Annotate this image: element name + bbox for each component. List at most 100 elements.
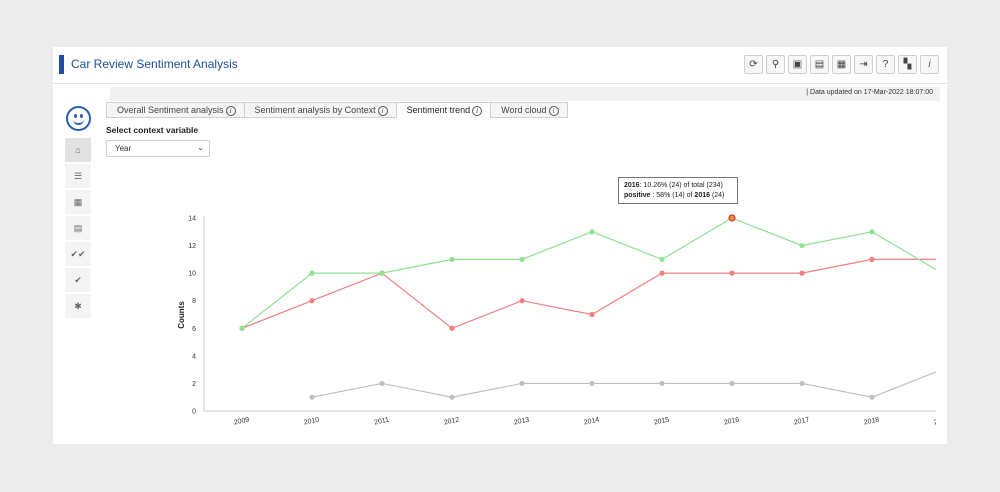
x-tick-label: 2013 xyxy=(513,416,530,426)
x-tick-label: 2018 xyxy=(863,416,880,426)
data-point-neutral xyxy=(659,380,665,387)
data-point-negative xyxy=(799,270,805,276)
data-point-positive xyxy=(589,229,595,235)
x-tick-label: 2012 xyxy=(443,416,460,426)
data-point-positive xyxy=(519,256,525,262)
main-panel: Car Review Sentiment Analysis ⟳ ⚲ ▣ ▤ ▦ … xyxy=(53,47,947,444)
data-point-negative xyxy=(519,298,525,304)
y-tick-label: 0 xyxy=(192,409,196,416)
sidebar: ⌂ ☰ ▦ ▤ ✔✔ ✔ ✱ xyxy=(65,138,91,320)
home-icon[interactable]: ⌂ xyxy=(65,138,91,162)
trend-chart: 0 2 4 6 8 10 12 14 2009 2010 2011 2012 2013 2014 2015 2… xyxy=(177,214,936,427)
data-point-negative xyxy=(309,298,315,304)
tooltip-share: : 58% (14) of xyxy=(650,192,695,199)
tab-bar: Overall Sentiment analysis i Sentiment an… xyxy=(106,102,568,118)
save-icon[interactable]: ▣ xyxy=(788,55,807,74)
y-tick-label: 4 xyxy=(192,353,196,360)
info-icon: i xyxy=(472,106,483,116)
data-point-negative xyxy=(729,270,735,276)
info-icon: i xyxy=(225,106,236,116)
status-updated: | Data updated on 17-Mar-2022 18:07:00 xyxy=(806,89,933,96)
data-point-neutral xyxy=(869,394,875,400)
x-tick-label: 2016 xyxy=(723,416,740,426)
app-header: Car Review Sentiment Analysis ⟳ ⚲ ▣ ▤ ▦ … xyxy=(53,47,947,84)
info-icon: i xyxy=(377,106,388,116)
x-tick-label: 2017 xyxy=(793,416,810,426)
app-title: Car Review Sentiment Analysis xyxy=(71,57,238,71)
data-point-negative xyxy=(659,270,665,276)
x-tick-label: 2011 xyxy=(374,417,390,427)
x-tick-label: 2019 xyxy=(933,416,936,426)
double-check-icon[interactable]: ✔✔ xyxy=(65,242,91,266)
tab-label: Sentiment trend xyxy=(406,105,471,115)
y-tick-label: 10 xyxy=(188,271,196,278)
tooltip-count: (24) xyxy=(710,192,725,199)
data-point-negative xyxy=(589,311,595,318)
data-point-neutral xyxy=(379,380,385,387)
title-accent xyxy=(59,55,64,74)
x-tick-label: 2010 xyxy=(303,416,320,426)
tooltip-year-2: 2016 xyxy=(694,192,710,199)
gear-icon[interactable]: ✱ xyxy=(65,294,91,318)
data-point-positive xyxy=(659,256,665,262)
grid-icon[interactable]: ▤ xyxy=(65,216,91,240)
refresh-icon[interactable]: ⟳ xyxy=(744,55,763,74)
series-line-neutral xyxy=(311,371,936,398)
y-tick-label: 12 xyxy=(188,243,196,250)
y-tick-label: 8 xyxy=(192,298,196,305)
data-point-highlight xyxy=(728,214,736,222)
data-point-positive xyxy=(799,242,805,249)
smiley-logo-icon xyxy=(66,106,91,131)
tab-by-context[interactable]: Sentiment analysis by Context i xyxy=(243,102,397,118)
tab-sentiment-trend[interactable]: Sentiment trend i xyxy=(395,102,492,118)
x-tick-label: 2014 xyxy=(583,416,600,426)
logout-icon[interactable]: ⇥ xyxy=(854,55,873,74)
info-icon[interactable]: i xyxy=(920,55,939,74)
context-label: Select context variable xyxy=(106,125,199,135)
data-point-neutral xyxy=(449,394,455,400)
tooltip-series: positive xyxy=(624,192,651,199)
series-line-negative xyxy=(241,258,936,329)
context-select[interactable]: Year ⌄ xyxy=(106,140,210,157)
data-point-positive xyxy=(869,229,875,235)
print-icon[interactable]: ▦ xyxy=(832,55,851,74)
data-point-neutral xyxy=(729,380,735,387)
context-selected: Year xyxy=(115,144,132,153)
tab-label: Word cloud xyxy=(501,105,547,115)
table-icon[interactable]: ▦ xyxy=(65,190,91,214)
y-axis-title: Counts xyxy=(177,301,186,329)
tab-label: Sentiment analysis by Context xyxy=(254,105,376,115)
tooltip-total: : 10.26% (24) of total (234) xyxy=(639,182,723,189)
data-point-positive xyxy=(379,270,385,276)
data-point-neutral xyxy=(519,380,525,387)
toolbar: ⟳ ⚲ ▣ ▤ ▦ ⇥ ? ▚ i xyxy=(744,55,939,74)
y-tick-label: 2 xyxy=(192,381,196,388)
help-icon[interactable]: ? xyxy=(876,55,895,74)
data-point-neutral xyxy=(309,394,315,400)
data-point-negative xyxy=(869,256,875,262)
data-point-positive xyxy=(309,270,315,276)
series-line-positive xyxy=(241,217,936,329)
tab-label: Overall Sentiment analysis xyxy=(117,105,224,115)
x-tick-label: 2009 xyxy=(233,416,250,426)
tab-word-cloud[interactable]: Word cloud i xyxy=(490,102,568,118)
data-point-neutral xyxy=(799,380,805,387)
list-icon[interactable]: ☰ xyxy=(65,164,91,188)
check-icon[interactable]: ✔ xyxy=(65,268,91,292)
chevron-down-icon: ⌄ xyxy=(197,143,204,152)
y-tick-label: 6 xyxy=(192,326,196,333)
save-as-icon[interactable]: ▤ xyxy=(810,55,829,74)
data-point-positive xyxy=(239,325,245,331)
x-tick-label: 2015 xyxy=(653,416,670,426)
data-point-neutral xyxy=(589,380,595,387)
tooltip-year: 2016 xyxy=(624,182,640,189)
data-point-negative xyxy=(449,325,455,331)
tab-overall[interactable]: Overall Sentiment analysis i xyxy=(106,102,245,118)
qr-icon[interactable]: ▚ xyxy=(898,55,917,74)
status-bar: | Data updated on 17-Mar-2022 18:07:00 xyxy=(110,87,940,101)
bookmark-icon[interactable]: ⚲ xyxy=(766,55,785,74)
chart-tooltip: 2016: 10.26% (24) of total (234) positiv… xyxy=(618,177,738,204)
info-icon: i xyxy=(548,106,559,116)
y-tick-label: 14 xyxy=(188,216,196,223)
